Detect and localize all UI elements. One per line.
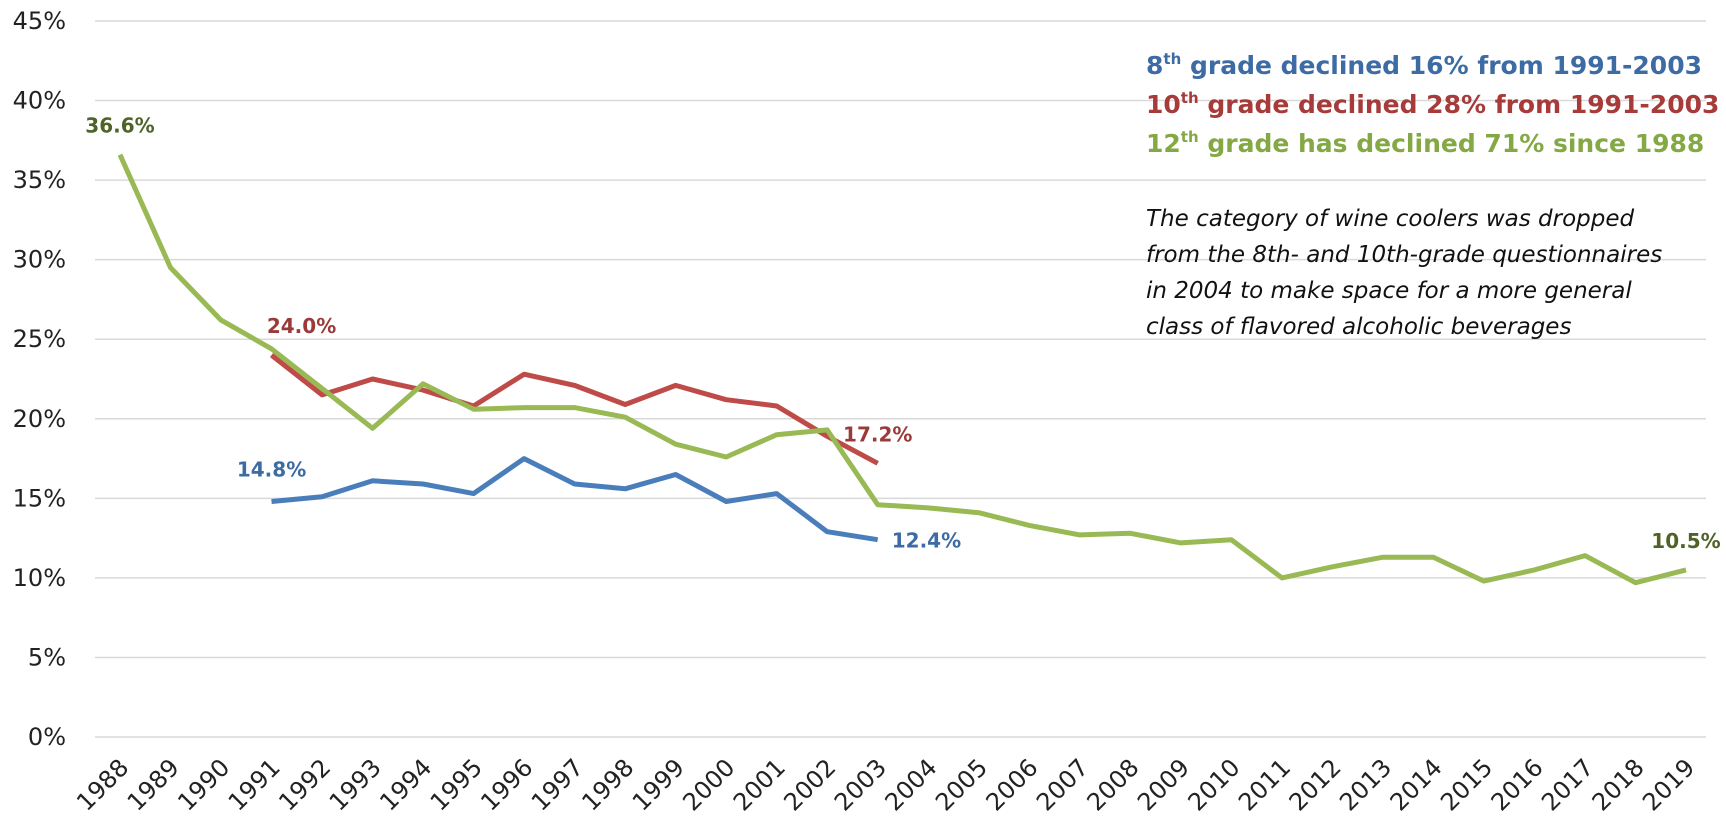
- annotation-text: grade has declined 71% since 1988: [1199, 129, 1705, 158]
- x-tick-label: 1993: [324, 753, 387, 816]
- data-label: 12.4%: [892, 529, 961, 553]
- x-tick-label: 2013: [1334, 753, 1397, 816]
- y-tick-label: 15%: [13, 484, 66, 512]
- x-tick-label: 2005: [930, 753, 993, 816]
- data-label: 36.6%: [85, 114, 154, 138]
- x-tick-label: 2016: [1486, 753, 1549, 816]
- annotation: 12th grade has declined 71% since 1988: [1146, 128, 1704, 158]
- x-tick-label: 1998: [576, 753, 639, 816]
- x-tick-label: 2007: [1031, 753, 1094, 816]
- note-line: in 2004 to make space for a more general: [1146, 278, 1632, 304]
- annotation-suffix: th: [1163, 50, 1181, 68]
- x-tick-label: 2004: [880, 753, 943, 816]
- annotation-text: grade declined 28% from 1991-2003: [1199, 90, 1720, 119]
- y-tick-label: 5%: [28, 643, 66, 671]
- x-tick-label: 2018: [1587, 753, 1650, 816]
- series-line: [269, 353, 879, 466]
- annotation-ordinal: 10: [1146, 90, 1181, 119]
- x-tick-label: 2012: [1284, 753, 1347, 816]
- y-tick-label: 35%: [13, 166, 66, 194]
- x-tick-label: 2014: [1385, 753, 1448, 816]
- x-tick-label: 1995: [425, 753, 488, 816]
- x-tick-label: 1988: [71, 753, 134, 816]
- data-label: 24.0%: [267, 314, 336, 338]
- x-tick-label: 1996: [475, 753, 538, 816]
- data-label: 17.2%: [843, 422, 912, 446]
- annotation-suffix: th: [1181, 89, 1199, 107]
- x-tick-label: 2002: [778, 753, 841, 816]
- x-tick-label: 1990: [172, 753, 235, 816]
- data-label: 14.8%: [237, 458, 306, 482]
- annotation-text: grade declined 16% from 1991-2003: [1181, 51, 1702, 80]
- x-tick-label: 1991: [223, 753, 286, 816]
- note-line: class of flavored alcoholic beverages: [1146, 314, 1571, 340]
- x-tick-label: 1992: [273, 753, 336, 816]
- annotation-ordinal: 12: [1146, 129, 1181, 158]
- annotation-ordinal: 8: [1146, 51, 1163, 80]
- x-tick-label: 1989: [122, 753, 185, 816]
- note-line: from the 8th- and 10th-grade questionnai…: [1146, 242, 1662, 268]
- x-tick-label: 1994: [374, 753, 437, 816]
- y-tick-label: 20%: [13, 405, 66, 433]
- x-tick-label: 2009: [1132, 753, 1195, 816]
- x-tick-label: 2011: [1233, 753, 1296, 816]
- y-tick-label: 45%: [13, 7, 66, 35]
- x-tick-label: 2001: [728, 753, 791, 816]
- note-line: The category of wine coolers was dropped: [1146, 206, 1635, 232]
- y-tick-label: 40%: [13, 87, 66, 115]
- y-tick-label: 25%: [13, 325, 66, 353]
- x-tick-label: 2017: [1536, 753, 1599, 816]
- y-tick-label: 0%: [28, 723, 66, 751]
- x-tick-label: 1999: [627, 753, 690, 816]
- annotation: 8th grade declined 16% from 1991-2003: [1146, 50, 1702, 80]
- x-tick-label: 2008: [1082, 753, 1145, 816]
- x-tick-label: 2003: [829, 753, 892, 816]
- x-tick-label: 2010: [1183, 753, 1246, 816]
- x-tick-label: 2015: [1435, 753, 1498, 816]
- series-line: [117, 153, 1687, 586]
- annotation: 10th grade declined 28% from 1991-2003: [1146, 89, 1719, 119]
- x-tick-label: 1997: [526, 753, 589, 816]
- y-tick-label: 30%: [13, 246, 66, 274]
- annotation-suffix: th: [1181, 128, 1199, 146]
- series-line: [271, 456, 879, 543]
- data-label: 10.5%: [1651, 529, 1720, 553]
- x-tick-label: 2000: [677, 753, 740, 816]
- x-tick-label: 2006: [981, 753, 1044, 816]
- x-tick-label: 2019: [1637, 753, 1700, 816]
- y-tick-label: 10%: [13, 564, 66, 592]
